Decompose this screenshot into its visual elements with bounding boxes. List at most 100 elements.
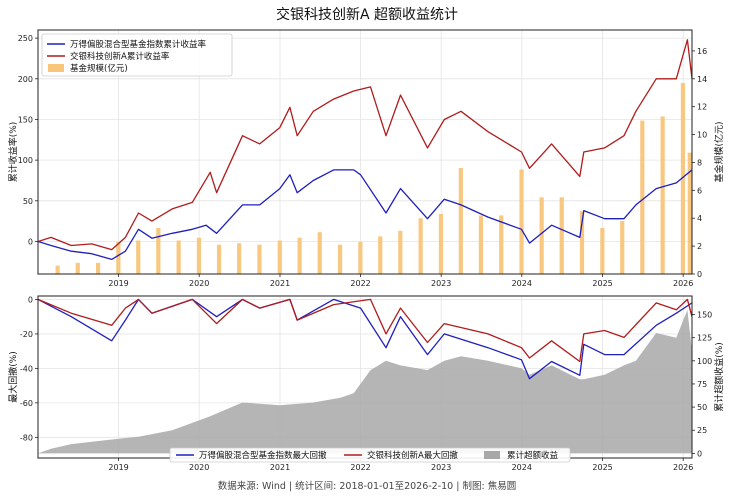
excess-return-area xyxy=(38,309,692,454)
bottom-series-line-index xyxy=(38,298,692,380)
bottom-y-tick-label--40: -40 xyxy=(20,364,33,373)
top-y2-tick-label-14: 14 xyxy=(697,75,707,84)
size-bar-2020-09-30 xyxy=(257,244,262,274)
size-bar-2018-12-31 xyxy=(116,241,121,274)
top-y-tick-label-0: 0 xyxy=(28,237,33,246)
bottom-y-axis-title: 最大回撤(%) xyxy=(7,351,19,403)
size-bar-2024-06-30 xyxy=(559,197,564,274)
top-x-tick-label-2019: 2019 xyxy=(108,279,128,288)
size-bar-2024-03-31 xyxy=(539,197,544,274)
top-y-tick-label-150: 150 xyxy=(18,115,33,124)
top-y-tick-label-200: 200 xyxy=(18,75,33,84)
top-plot xyxy=(38,39,692,274)
size-bar-2026-02-10 xyxy=(689,194,692,274)
top-y-tick-label-50: 50 xyxy=(23,197,33,206)
top-series-line-index xyxy=(38,169,692,261)
bottom-x-tick-label-2019: 2019 xyxy=(108,463,128,472)
top-y2-tick-label-16: 16 xyxy=(697,47,707,56)
legend-excess-return-swatch xyxy=(484,451,500,459)
top-y2-tick-label-6: 6 xyxy=(697,186,702,195)
chart-title: 交银科技创新A 超额收益统计 xyxy=(275,7,459,23)
size-bar-2023-06-30 xyxy=(478,215,484,274)
bottom-y2-tick-label-100: 100 xyxy=(697,357,712,366)
bottom-plot xyxy=(38,298,692,454)
legend-index-drawdown-label: 万得偏股混合型基金指数最大回撤 xyxy=(199,450,327,461)
legend-fund-return-label: 交银科技创新A累计收益率 xyxy=(70,51,170,62)
bottom-y2-tick-label-125: 125 xyxy=(697,334,712,343)
size-bar-2019-06-30 xyxy=(156,227,161,274)
size-bar-2023-03-31 xyxy=(458,168,463,274)
bottom-x-tick-label-2024: 2024 xyxy=(512,463,532,472)
size-bar-2023-12-31 xyxy=(519,169,524,274)
size-bar-2021-09-30 xyxy=(337,244,343,274)
size-bar-2020-12-31 xyxy=(277,240,282,274)
legend-index-return-label: 万得偏股混合型基金指数累计收益率 xyxy=(70,39,207,50)
size-bar-2021-12-31 xyxy=(358,241,363,274)
bottom-panel: 2019 2020 2021 2022 2023 2024 2025 2026 -80 -60 -4… xyxy=(7,295,725,472)
top-y2-tick-label-2: 2 xyxy=(697,242,702,251)
size-bar-2020-03-31 xyxy=(216,244,222,274)
size-bar-2023-09-30 xyxy=(499,215,504,274)
top-y2-tick-label-12: 12 xyxy=(697,103,707,112)
size-bar-2022-03-31 xyxy=(378,236,383,274)
top-y2-tick-label-0: 0 xyxy=(697,270,702,279)
bottom-y2-tick-label-75: 75 xyxy=(697,380,707,389)
bottom-y2-axis-title: 累计超额收益(%) xyxy=(713,342,725,412)
top-y2-axis-title: 基金规模(亿元) xyxy=(713,121,725,182)
top-x-tick-label-2026: 2026 xyxy=(673,279,693,288)
top-y2-tick-label-8: 8 xyxy=(697,158,702,167)
size-bar-2022-09-30 xyxy=(418,218,423,274)
legend-fund-drawdown-label: 交银科技创新A最大回撤 xyxy=(367,450,458,461)
top-x-tick-label-2025: 2025 xyxy=(592,279,612,288)
size-bar-2026-01-31 xyxy=(687,152,692,274)
size-bar-2019-12-31 xyxy=(196,237,202,274)
size-bar-2020-06-30 xyxy=(237,243,242,274)
legend-excess-return-label: 累计超额收益 xyxy=(507,450,559,461)
bottom-y2-tick-label-50: 50 xyxy=(697,403,707,412)
top-x-tick-label-2020: 2020 xyxy=(189,279,209,288)
size-bar-2025-03-31 xyxy=(620,221,625,274)
top-x-tick-label-2021: 2021 xyxy=(270,279,290,288)
top-y-axis-title: 累计收益率(%) xyxy=(7,122,19,183)
top-y2-tick-label-4: 4 xyxy=(697,214,702,223)
bottom-x-tick-label-2026: 2026 xyxy=(673,463,693,472)
size-bar-2021-03-31 xyxy=(297,237,302,274)
top-x-tick-label-2023: 2023 xyxy=(431,279,451,288)
size-bar-2018-06-30 xyxy=(75,262,80,274)
top-frame xyxy=(37,29,693,275)
size-bar-2021-06-30 xyxy=(317,232,322,274)
top-y-tick-label-250: 250 xyxy=(18,34,33,43)
size-bar-2024-12-31 xyxy=(600,227,605,274)
top-y2-tick-label-10: 10 xyxy=(697,131,707,140)
bottom-y-tick-label--80: -80 xyxy=(20,433,33,442)
bottom-series-line-fund xyxy=(38,298,692,363)
footer-source: 数据来源: Wind | 统计区间: 2018-01-01至2026-2-10 … xyxy=(217,481,517,492)
legend-fund-size-swatch xyxy=(48,64,64,72)
size-bar-2025-09-30 xyxy=(660,116,665,274)
bottom-x-tick-label-2023: 2023 xyxy=(431,463,451,472)
bottom-y-tick-label--20: -20 xyxy=(20,330,33,339)
bottom-y2-tick-label-25: 25 xyxy=(697,426,707,435)
top-x-tick-label-2024: 2024 xyxy=(512,279,532,288)
size-bar-2022-12-31 xyxy=(438,214,444,274)
bottom-legend-box xyxy=(169,447,571,463)
bottom-x-tick-label-2021: 2021 xyxy=(270,463,290,472)
size-bar-2019-09-30 xyxy=(176,240,181,274)
size-bar-2025-12-31 xyxy=(680,82,686,274)
top-y-tick-label-100: 100 xyxy=(18,156,33,165)
bottom-x-tick-label-2025: 2025 xyxy=(592,463,612,472)
size-bar-2018-03-31 xyxy=(55,265,60,274)
bottom-x-tick-label-2022: 2022 xyxy=(350,463,370,472)
top-legend-box xyxy=(41,33,233,77)
top-x-tick-label-2022: 2022 xyxy=(350,279,370,288)
bottom-x-tick-label-2020: 2020 xyxy=(189,463,209,472)
size-bar-2025-06-30 xyxy=(640,120,645,274)
size-bar-2018-09-30 xyxy=(95,262,101,274)
bottom-y2-tick-label-0: 0 xyxy=(697,449,702,458)
bottom-legend: 万得偏股混合型基金指数最大回撤 交银科技创新A最大回撤 累计超额收益 xyxy=(169,447,571,463)
size-bar-2024-09-30 xyxy=(579,211,585,274)
size-bar-2019-03-31 xyxy=(136,240,141,274)
size-bar-2022-06-30 xyxy=(398,230,403,274)
